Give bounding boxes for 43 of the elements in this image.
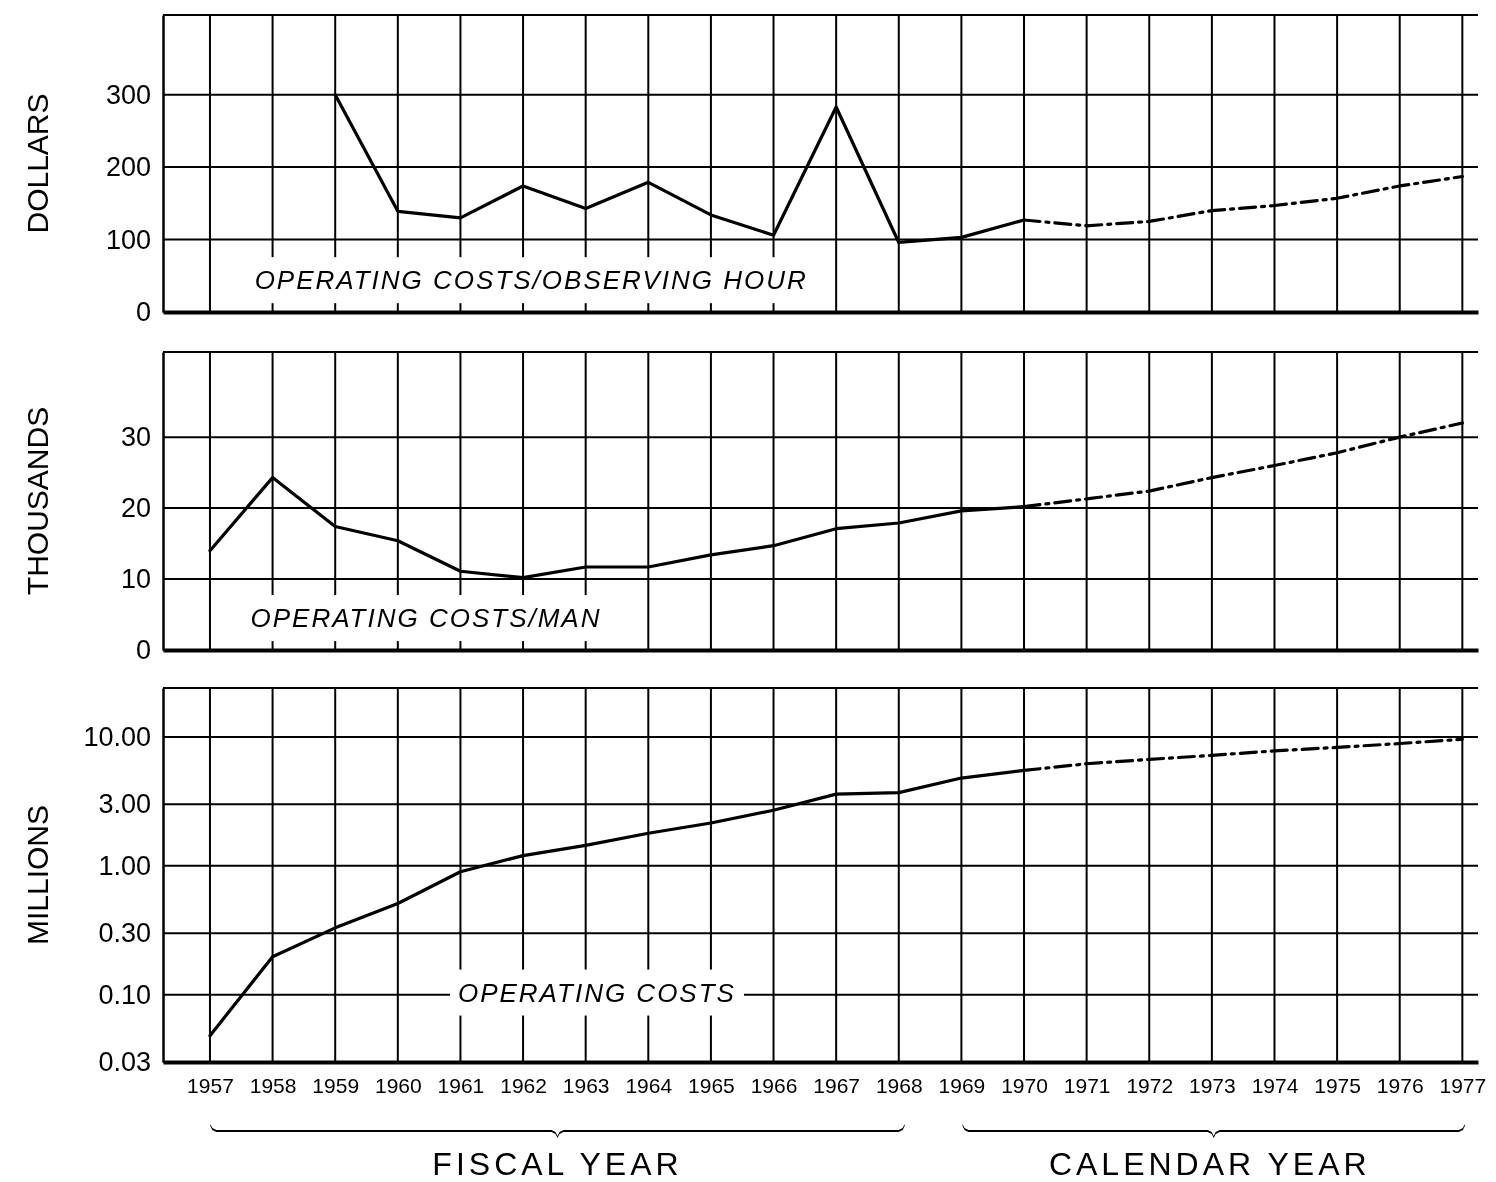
y-tick-label: 20	[120, 493, 151, 524]
x-tick-label: 1966	[750, 1073, 798, 1097]
x-tick-label: 1961	[437, 1073, 485, 1097]
x-tick-label: 1958	[249, 1073, 297, 1097]
x-tick-label: 1977	[1439, 1073, 1487, 1097]
y-tick-label: 1.00	[98, 850, 151, 881]
x-tick-label: 1959	[312, 1073, 360, 1097]
x-tick-label: 1965	[688, 1073, 735, 1097]
text: FISCAL YEAR	[432, 1146, 683, 1182]
x-tick-label: 1964	[625, 1073, 673, 1097]
y-axis-title: MILLIONS	[21, 804, 54, 946]
y-tick-label: 10.00	[83, 722, 151, 753]
annotation: OPERATING COSTS	[457, 977, 736, 1008]
y-axis-title: THOUSANDS	[21, 406, 54, 596]
y-tick-label: 0	[135, 635, 151, 666]
y-tick-label: 100	[105, 224, 151, 255]
x-tick-label: 1969	[938, 1073, 986, 1097]
annotation: OPERATING COSTS/MAN	[250, 603, 602, 634]
y-tick-label: 0	[135, 297, 151, 328]
y-tick-label: 30	[120, 422, 151, 453]
y-tick-label: 0.30	[98, 918, 151, 949]
x-tick-label: 1970	[1001, 1073, 1048, 1097]
y-tick-label: 10	[120, 564, 151, 595]
x-tick-label: 1963	[562, 1073, 610, 1097]
annotation: OPERATING COSTS/OBSERVING HOUR	[254, 265, 808, 296]
x-tick-label: 1957	[187, 1073, 234, 1097]
y-tick-label: 0.10	[98, 979, 151, 1010]
y-axis-title: DOLLARS	[21, 93, 54, 234]
x-tick-label: 1973	[1189, 1073, 1236, 1097]
y-tick-label: 3.00	[98, 789, 151, 820]
text: CALENDAR YEAR	[1048, 1146, 1371, 1182]
x-tick-label: 1968	[875, 1073, 923, 1097]
x-tick-label: 1975	[1314, 1073, 1361, 1097]
y-tick-label: 0.03	[98, 1047, 151, 1078]
x-tick-label: 1974	[1251, 1073, 1299, 1097]
x-tick-label: 1972	[1126, 1073, 1174, 1097]
x-tick-label: 1971	[1063, 1073, 1111, 1097]
y-tick-label: 300	[105, 79, 151, 110]
x-tick-label: 1967	[813, 1073, 861, 1097]
y-tick-label: 200	[105, 152, 151, 183]
x-tick-label: 1960	[374, 1073, 422, 1097]
x-tick-label: 1976	[1376, 1073, 1424, 1097]
x-tick-label: 1962	[500, 1073, 547, 1097]
